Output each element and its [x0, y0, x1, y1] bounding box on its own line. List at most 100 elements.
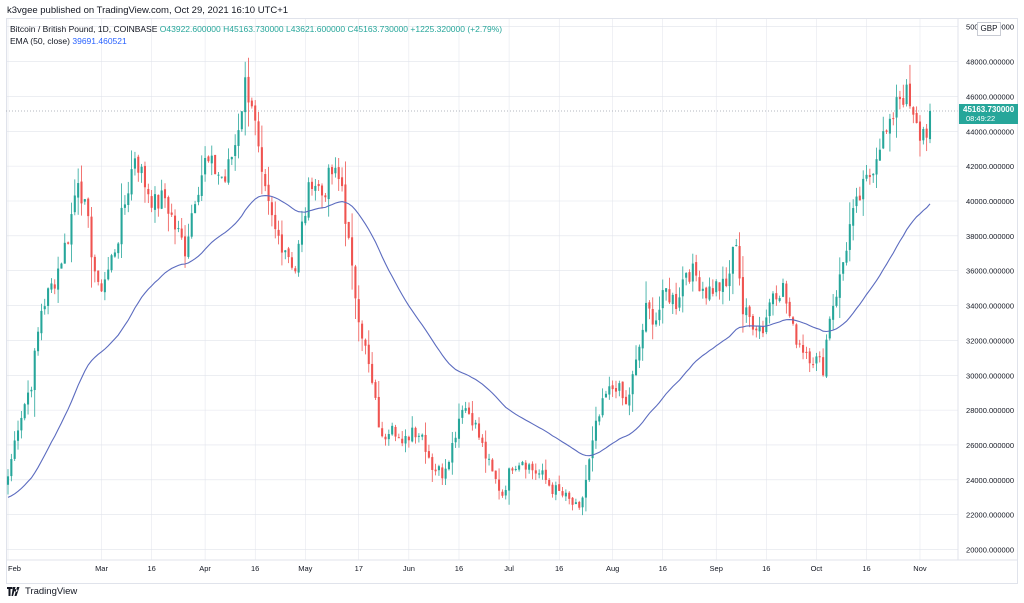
candle-body	[320, 185, 324, 196]
candle	[414, 426, 417, 444]
candle	[33, 348, 36, 417]
candle	[417, 433, 420, 443]
candle	[317, 180, 320, 191]
candle-body	[287, 248, 290, 258]
candle	[651, 297, 654, 340]
candle	[457, 403, 461, 448]
candle	[521, 460, 524, 466]
candle	[775, 285, 778, 306]
candle	[544, 459, 547, 484]
candle	[133, 151, 136, 176]
candle-body	[718, 282, 721, 292]
candle-body	[872, 173, 875, 176]
last-price-value: 45163.730000	[963, 105, 1015, 114]
candle	[150, 189, 153, 213]
candle-body	[915, 112, 918, 124]
candle-body	[371, 363, 374, 383]
candle-body	[598, 416, 601, 422]
candle	[842, 262, 845, 281]
candle-body	[317, 183, 320, 187]
x-tick-label: 16	[862, 564, 870, 573]
candle-body	[300, 221, 304, 245]
candle-body	[451, 443, 454, 463]
ema-label: EMA (50, close)	[10, 36, 70, 46]
candle	[638, 344, 641, 368]
candle	[628, 387, 631, 416]
y-grid	[6, 26, 958, 550]
candle-body	[751, 315, 754, 330]
candle-body	[50, 283, 53, 290]
candle-body	[103, 279, 106, 293]
candle-body	[274, 214, 277, 230]
candle	[711, 279, 714, 297]
candle	[284, 249, 287, 260]
candle-body	[508, 468, 511, 491]
candle	[708, 277, 711, 302]
tradingview-brand[interactable]: TradingView	[7, 586, 77, 597]
candle	[83, 198, 86, 205]
low-value: L43621.600000	[286, 24, 346, 34]
candle-body	[204, 157, 207, 175]
currency-button[interactable]: GBP	[977, 22, 1001, 36]
candle	[604, 390, 607, 398]
candle-body	[284, 250, 287, 253]
candle	[371, 352, 374, 385]
candle-body	[153, 194, 157, 210]
candle	[748, 305, 751, 328]
candle-body	[558, 484, 561, 491]
candle-body	[698, 277, 701, 292]
candle	[331, 164, 334, 185]
candle-body	[237, 130, 240, 146]
candle	[421, 433, 424, 441]
candle	[788, 297, 791, 318]
candle-body	[424, 434, 427, 452]
candle-body	[374, 382, 377, 398]
candle	[685, 272, 688, 286]
candle	[143, 161, 146, 203]
candle-body	[838, 274, 841, 298]
candle-body	[795, 324, 798, 345]
candle-body	[447, 462, 450, 470]
candle	[173, 209, 177, 245]
y-tick-label: 44000.000000	[966, 127, 1014, 136]
candle-body	[645, 302, 648, 332]
candle-body	[207, 156, 210, 162]
candle	[427, 444, 430, 459]
ema-value: 39691.460521	[72, 36, 127, 46]
candle-body	[341, 177, 344, 187]
y-tick-label: 48000.000000	[966, 58, 1014, 67]
candle-body	[878, 149, 881, 161]
candle-body	[43, 306, 46, 310]
candle-body	[521, 461, 524, 466]
candle	[327, 164, 330, 217]
candle-body	[641, 329, 644, 349]
candle-body	[498, 479, 501, 491]
candle	[87, 197, 90, 228]
candle-body	[721, 278, 724, 292]
candle	[10, 453, 13, 482]
candle	[374, 379, 377, 400]
candle-body	[491, 459, 494, 472]
candle-body	[334, 167, 337, 174]
candle	[905, 79, 908, 107]
candle-body	[681, 279, 684, 297]
candle	[23, 402, 26, 421]
candle	[324, 192, 327, 202]
candle-body	[57, 268, 60, 290]
candle-body	[457, 418, 461, 439]
candle	[591, 426, 594, 472]
candle-body	[745, 307, 748, 316]
y-tick-label: 42000.000000	[966, 162, 1014, 171]
candle-body	[367, 344, 370, 365]
candle	[885, 129, 888, 135]
candle-body	[918, 121, 922, 141]
candle	[411, 416, 414, 443]
candle	[805, 346, 808, 359]
x-tick-label: Nov	[913, 564, 927, 573]
candle	[437, 464, 440, 476]
candle	[404, 429, 407, 453]
candle-body	[314, 185, 317, 191]
candle	[117, 242, 120, 259]
candle	[718, 282, 721, 300]
